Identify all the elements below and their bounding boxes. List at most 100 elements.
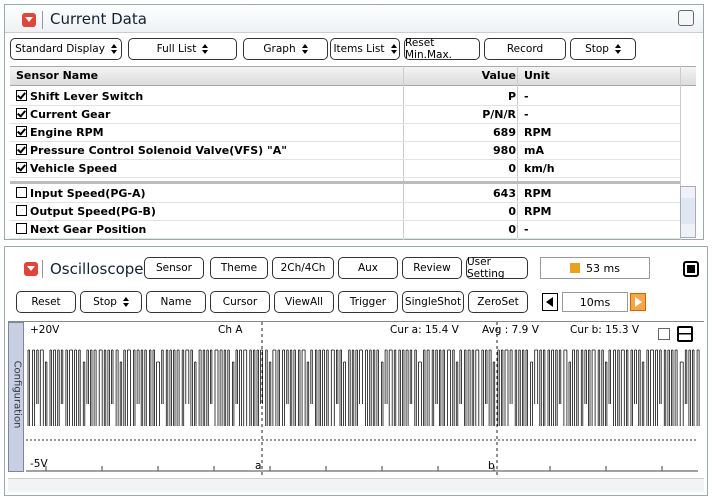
column-header: Unit [524,69,550,82]
button[interactable]: Graph [243,38,328,60]
panel-title: Oscilloscope [50,260,144,278]
checkbox[interactable] [16,144,27,155]
sensor-value: P/N/R [482,108,516,121]
sensor-name: Engine RPM [16,124,104,142]
button[interactable]: Record [484,38,566,60]
scope-display [8,321,704,476]
checkbox[interactable] [16,90,27,101]
sensor-unit: - [524,108,529,121]
button[interactable]: Items List [330,38,400,60]
button[interactable]: Reset [16,291,76,313]
checkbox[interactable] [16,223,27,234]
sensor-value: 689 [493,126,516,139]
button-label: Items List [333,43,385,55]
title-separator [42,260,43,278]
button[interactable]: User Setting [466,256,528,280]
waveform-canvas [26,322,700,475]
button-label: Review [413,262,451,274]
row-divider [10,141,680,142]
button-label: Reset [31,296,61,308]
button-label: SingleShot [404,296,462,308]
button[interactable]: Stop [80,291,142,313]
sensor-unit: RPM [524,205,552,218]
side-tab-label: Configuration [11,360,23,429]
row-divider [10,202,680,203]
button[interactable]: Theme [210,257,268,279]
button[interactable]: Cursor [210,291,270,313]
clock-icon [570,263,581,273]
sensor-unit: RPM [524,126,552,139]
button[interactable]: SingleShot [402,291,464,313]
panel-icon [24,262,38,276]
prev-arrow [546,297,553,307]
row-divider [10,159,680,160]
button[interactable]: Review [402,257,462,279]
button-label: ViewAll [285,296,323,308]
scope-label: Ch A [218,324,243,336]
button[interactable]: Aux [338,257,398,279]
timebase-field: 10ms [562,292,628,312]
sensor-name: Input Speed(PG-A) [16,185,146,203]
table-header [10,66,696,86]
sensor-name: Pressure Control Solenoid Valve(VFS) "A" [16,142,287,160]
button-label: Standard Display [15,43,105,55]
checkbox[interactable] [16,187,27,198]
column-divider [517,66,518,240]
checkbox[interactable] [16,126,27,137]
maximize-button[interactable] [678,10,694,26]
sensor-value: 0 [508,205,516,218]
sensor-label: Output Speed(PG-B) [30,205,156,218]
scope-label: Cur a: 15.4 V [390,324,459,336]
horizontal-scrollbar [8,478,704,492]
button-label: Cursor [222,296,258,308]
side-tab[interactable]: Configuration [8,322,24,472]
dropdown-arrow [390,44,397,54]
layout-button[interactable] [677,326,693,342]
button-label: Stop [585,43,609,55]
button[interactable]: ZeroSet [468,291,528,313]
sensor-label: Next Gear Position [30,223,147,236]
sensor-label: Pressure Control Solenoid Valve(VFS) "A" [30,144,288,157]
dropdown-arrow [614,44,621,54]
sensor-value: P [507,90,516,103]
button[interactable]: Trigger [338,291,398,313]
scope-label: +20V [30,324,60,336]
button[interactable]: Sensor [144,257,204,279]
button-label: User Setting [467,256,505,280]
dropdown-arrow [122,297,129,307]
header-bar [5,5,703,33]
stop-square-inner [687,265,695,273]
column-header: Sensor Name [16,69,99,82]
button[interactable]: Full List [128,38,237,60]
sensor-unit: RPM [524,187,552,200]
sensor-value: 980 [493,144,516,157]
button[interactable]: Name [146,291,206,313]
checkbox[interactable] [16,162,27,173]
scope-label: Cur b: 15.3 V [570,324,640,336]
checkbox[interactable] [16,108,27,119]
scope-label: -5V [30,458,48,470]
button[interactable]: Standard Display [10,38,122,60]
button[interactable]: Reset Min.Max. [404,37,480,61]
button[interactable]: 2Ch/4Ch [272,257,334,279]
sensor-unit: - [524,90,529,103]
sensor-label: Current Gear [30,108,111,121]
waveform [27,349,700,426]
sensor-value: 643 [493,187,516,200]
sensor-unit: km/h [524,162,555,175]
sensor-name: Current Gear [16,106,110,124]
row-divider [10,220,680,221]
sensor-label: Engine RPM [30,126,104,139]
row-divider [10,238,680,239]
button[interactable]: Stop [570,38,636,60]
column-header: Value [481,69,516,82]
button[interactable]: ViewAll [274,291,334,313]
channel-checkbox[interactable] [658,328,670,340]
button-label: Theme [220,262,258,274]
checkbox[interactable] [16,205,27,216]
sensor-unit: mA [524,144,544,157]
scope-label: Avg : 7.9 V [482,324,539,336]
sensor-name: Output Speed(PG-B) [16,203,156,221]
scroll-thumb[interactable] [681,198,695,224]
